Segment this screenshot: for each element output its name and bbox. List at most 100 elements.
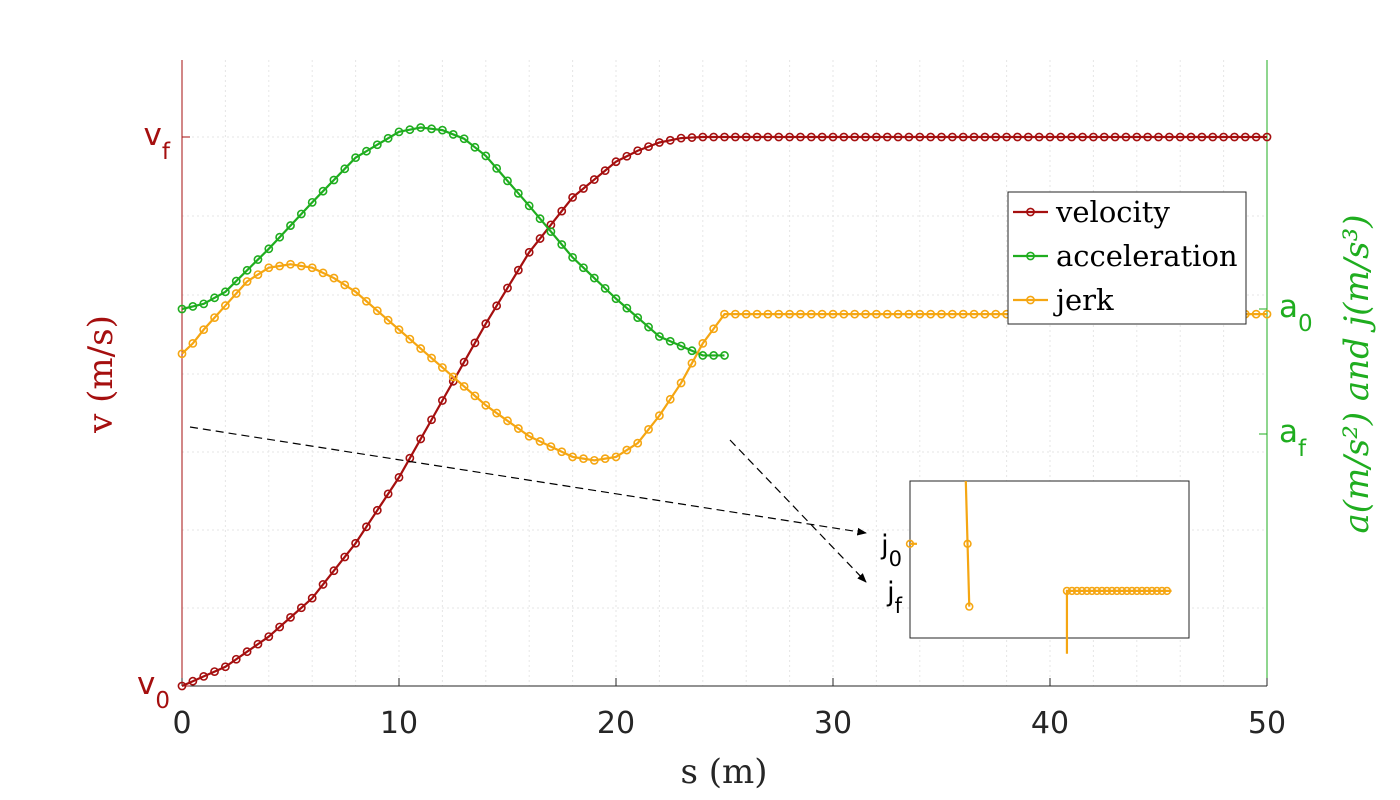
inset-jerk-segment-2 xyxy=(964,480,971,607)
data-point-acceleration xyxy=(253,255,263,264)
data-point-velocity xyxy=(372,505,382,515)
legend-label-jerk: jerk xyxy=(1053,283,1114,317)
data-point-jerk xyxy=(470,391,480,401)
data-point-jerk xyxy=(958,309,968,319)
data-point-jerk xyxy=(372,306,382,316)
data-point-velocity xyxy=(242,647,252,657)
data-point-acceleration xyxy=(448,130,458,139)
data-point-acceleration xyxy=(264,244,274,254)
data-point-acceleration xyxy=(698,351,708,360)
legend-swatch-marker-acceleration xyxy=(1026,251,1035,261)
data-point-velocity xyxy=(676,133,686,143)
data-point-jerk xyxy=(557,447,567,457)
data-point-jerk xyxy=(709,324,719,334)
data-point-acceleration xyxy=(437,125,447,135)
data-point-velocity xyxy=(1013,132,1022,142)
data-point-velocity xyxy=(1023,132,1033,142)
data-point-velocity xyxy=(199,671,209,681)
data-point-velocity xyxy=(1099,132,1109,142)
data-point-jerk xyxy=(220,301,230,310)
inset-label-jf: jf xyxy=(886,577,903,618)
data-point-velocity xyxy=(1056,132,1066,142)
series-line-acceleration xyxy=(181,126,725,357)
inset-data-point xyxy=(1157,586,1167,596)
data-point-velocity xyxy=(893,132,903,142)
data-point-acceleration xyxy=(188,302,198,311)
data-point-acceleration xyxy=(535,214,545,224)
data-point-jerk xyxy=(806,309,816,319)
data-point-jerk xyxy=(307,263,317,273)
data-point-jerk xyxy=(904,309,914,319)
data-point-velocity xyxy=(600,166,610,176)
inset-label-j0: j0 xyxy=(880,530,902,571)
data-point-jerk xyxy=(882,309,892,319)
data-point-velocity xyxy=(1089,132,1098,142)
data-point-jerk xyxy=(383,315,393,325)
data-point-jerk xyxy=(589,455,599,465)
data-point-velocity xyxy=(220,662,230,672)
data-point-jerk xyxy=(969,309,979,319)
axis-ticks: 0 10 20 30 40 50 v0 vf a0 af xyxy=(137,117,1313,741)
data-point-jerk xyxy=(524,431,534,441)
data-point-velocity xyxy=(947,132,957,142)
x-tick-label: 30 xyxy=(814,706,852,741)
data-point-jerk xyxy=(546,442,556,451)
data-point-jerk xyxy=(535,437,545,446)
inset-data-point xyxy=(1152,586,1162,596)
inset-data-point xyxy=(1082,586,1092,596)
data-point-acceleration xyxy=(676,341,686,351)
data-point-acceleration xyxy=(340,164,350,174)
data-point-jerk xyxy=(177,349,187,359)
inset-data-point xyxy=(1087,586,1097,596)
annotations xyxy=(189,426,867,583)
data-point-jerk xyxy=(720,309,729,319)
inset-data-point xyxy=(1112,586,1122,596)
data-point-acceleration xyxy=(720,351,729,360)
data-point-jerk xyxy=(1262,309,1272,319)
data-point-jerk xyxy=(362,296,371,306)
data-point-velocity xyxy=(188,676,198,686)
data-point-jerk xyxy=(568,452,577,462)
inset-data-point xyxy=(963,539,972,548)
data-point-jerk xyxy=(318,268,328,278)
inset-data-point xyxy=(1102,586,1112,596)
data-point-jerk xyxy=(416,344,426,353)
data-point-jerk xyxy=(752,309,762,319)
data-point-jerk xyxy=(579,454,588,464)
data-point-jerk xyxy=(340,280,350,290)
data-point-jerk xyxy=(915,309,925,319)
data-point-velocity xyxy=(362,522,371,532)
data-point-jerk xyxy=(231,289,241,298)
inset-data-point xyxy=(1122,586,1132,596)
data-point-velocity xyxy=(579,184,588,193)
data-point-velocity xyxy=(383,489,393,499)
data-point-jerk xyxy=(394,325,404,335)
data-point-jerk xyxy=(741,309,751,319)
data-point-velocity xyxy=(340,552,350,562)
legend-label-velocity: velocity xyxy=(1055,195,1170,229)
x-tick-label: 0 xyxy=(172,706,191,741)
data-point-jerk xyxy=(513,424,523,433)
data-point-velocity xyxy=(665,135,675,145)
data-point-velocity xyxy=(568,192,577,202)
inset-data-point xyxy=(1062,586,1072,596)
data-point-velocity xyxy=(524,247,534,257)
data-point-jerk xyxy=(481,400,491,410)
data-point-velocity xyxy=(611,157,621,167)
data-point-acceleration xyxy=(481,151,491,161)
data-point-velocity xyxy=(730,132,740,142)
inset-jerk-segment-3 xyxy=(1065,589,1172,654)
data-point-acceleration xyxy=(231,276,241,286)
data-point-velocity xyxy=(286,612,295,622)
data-point-velocity xyxy=(806,132,816,142)
data-point-velocity xyxy=(1251,132,1261,142)
x-axis-label: s (m) xyxy=(680,752,767,792)
data-point-jerk xyxy=(676,378,686,388)
data-point-velocity xyxy=(589,175,599,184)
legend-label-acceleration: acceleration xyxy=(1056,239,1238,273)
y-left-tick-label: v0 xyxy=(137,666,170,714)
data-point-jerk xyxy=(611,452,621,462)
data-point-acceleration xyxy=(611,294,621,304)
data-point-jerk xyxy=(351,287,360,297)
data-point-acceleration xyxy=(307,197,317,207)
